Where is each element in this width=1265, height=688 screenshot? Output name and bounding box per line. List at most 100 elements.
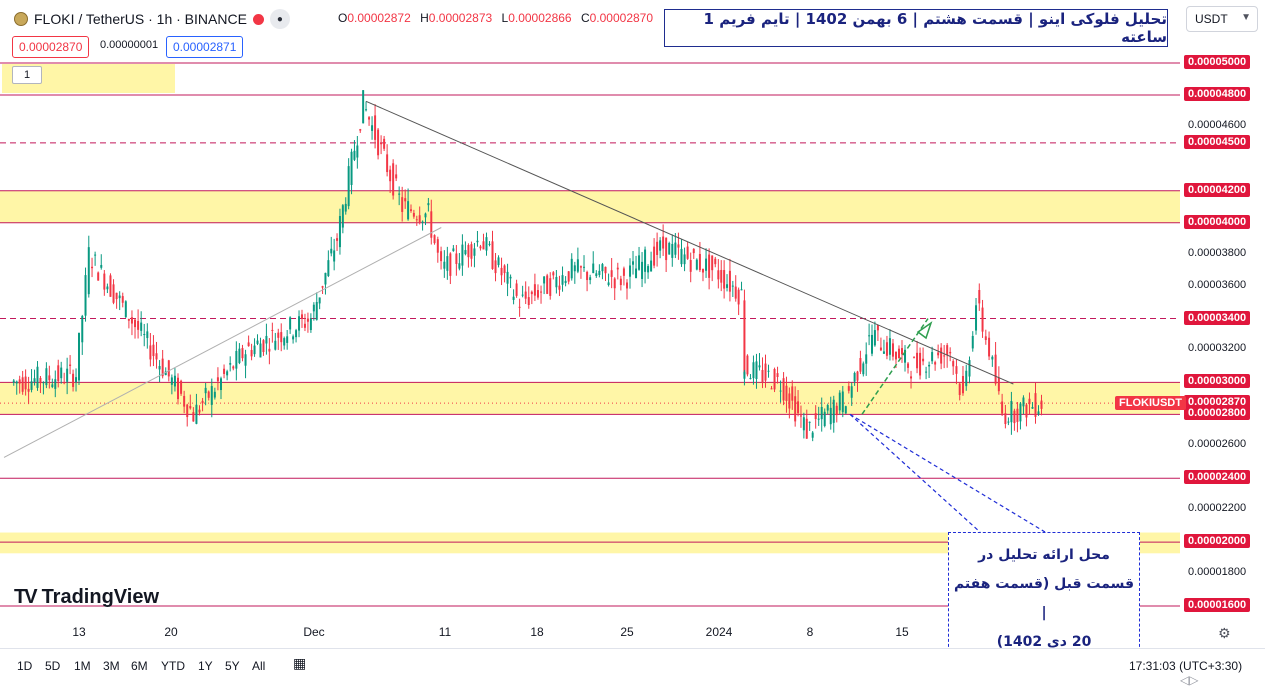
range-button-5d[interactable]: 5D [45, 659, 61, 673]
currency-select[interactable]: USDT ▼ [1186, 6, 1258, 32]
candle-body [112, 284, 115, 303]
candle-body [48, 375, 51, 381]
candle-body [54, 379, 57, 389]
candle-body [555, 276, 558, 288]
candle-body [100, 264, 103, 268]
price-axis-label: 0.00004600 [1188, 118, 1247, 131]
candle-body [415, 219, 418, 221]
candle-body [336, 238, 339, 241]
calendar-icon[interactable]: ▦ [293, 655, 307, 671]
candle-body [773, 368, 776, 390]
range-button-5y[interactable]: 5Y [225, 659, 240, 673]
candle-body [616, 267, 619, 270]
candle-body [371, 125, 374, 131]
range-button-6m[interactable]: 6M [131, 659, 148, 673]
candle-body [561, 275, 564, 285]
candle-body [823, 411, 826, 426]
range-button-1m[interactable]: 1M [74, 659, 91, 673]
candle-body [271, 329, 274, 331]
candle-body [21, 377, 24, 392]
candle-body [638, 255, 641, 270]
candle-body [380, 142, 383, 145]
candle-body [256, 340, 259, 344]
candle-body [583, 266, 586, 268]
candle-body [235, 350, 238, 369]
candle-body [838, 392, 841, 411]
candle-body [81, 316, 84, 343]
candle-body [835, 405, 838, 416]
candle-body [564, 280, 567, 284]
eye-icon[interactable]: ● [269, 9, 290, 29]
candle-body [844, 406, 847, 414]
candle-body [289, 317, 292, 330]
range-button-ytd[interactable]: YTD [161, 659, 185, 673]
candle-body [533, 284, 536, 296]
clock-time: 17:31:03 [1129, 659, 1176, 673]
candle-body [427, 203, 430, 206]
candle-body [223, 368, 226, 374]
buy-button[interactable]: 0.00002871 [166, 36, 244, 58]
candle-body [743, 300, 746, 375]
candle-body [829, 407, 832, 425]
candle-body [118, 295, 121, 299]
candle-body [686, 246, 689, 259]
candle-body [868, 335, 871, 337]
candle-body [975, 305, 978, 331]
clock[interactable]: 17:31:03 (UTC+3:30) [1129, 659, 1242, 673]
candle-body [692, 248, 695, 254]
candle-body [430, 211, 433, 238]
candle-body [170, 377, 173, 385]
candle-body [69, 364, 72, 366]
candle-body [115, 292, 118, 300]
candle-body [183, 395, 186, 407]
current-symbol-tag: FLOKIUSDT [1115, 396, 1186, 410]
range-button-3m[interactable]: 3M [103, 659, 120, 673]
candle-body [57, 365, 60, 382]
price-level-tag: 0.00002870 [1184, 395, 1251, 410]
candle-body [497, 257, 500, 266]
range-button-all[interactable]: All [252, 659, 266, 673]
time-axis-label: 8 [806, 625, 814, 639]
candle-body [698, 253, 701, 271]
candle-body [524, 291, 527, 299]
tradingview-logo[interactable]: TV TradingView [14, 586, 159, 609]
candle-body [958, 383, 961, 396]
candle-body [18, 379, 21, 384]
sell-button[interactable]: 0.00002870 [12, 36, 90, 58]
candle-body [1022, 397, 1025, 407]
candle-body [728, 270, 731, 292]
candle-body [195, 404, 198, 424]
resize-handle-icon[interactable]: ◁▷ [1180, 673, 1199, 687]
candle-body [841, 391, 844, 413]
candle-body [586, 271, 589, 281]
candle-body [984, 336, 987, 341]
candle-body [788, 393, 791, 409]
range-button-1d[interactable]: 1D [17, 659, 33, 673]
candle-body [247, 342, 250, 347]
candle-body [295, 330, 298, 338]
candle-body [871, 334, 874, 354]
candle-body [433, 235, 436, 244]
candle-body [109, 275, 112, 297]
candle-body [476, 240, 479, 243]
candle-body [931, 352, 934, 362]
candle-body [1001, 401, 1004, 414]
candle-body [515, 283, 518, 296]
settings-gear-icon[interactable]: ⚙ [1218, 625, 1231, 641]
candle-body [695, 259, 698, 270]
candle-body [656, 241, 659, 255]
candle-body [232, 366, 235, 369]
candle-body [579, 266, 582, 268]
candle-body [253, 345, 256, 355]
symbol-header[interactable]: FLOKI / TetherUS · 1h · BINANCE ● [14, 9, 290, 29]
range-button-1y[interactable]: 1Y [198, 659, 213, 673]
candle-body [1013, 410, 1016, 424]
candle-body [527, 297, 530, 306]
candle-body [280, 332, 283, 343]
candle-body [808, 421, 811, 423]
note-line-3: 20 دی 1402) [996, 634, 1092, 650]
indicator-count-badge[interactable]: 1 [12, 66, 42, 84]
candle-body [412, 212, 415, 217]
candle-body [300, 314, 303, 319]
